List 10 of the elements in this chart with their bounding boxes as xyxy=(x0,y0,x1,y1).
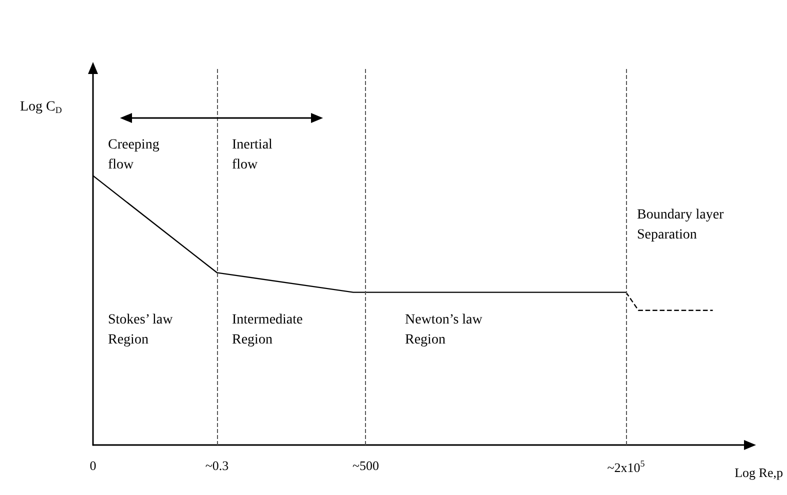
x-axis-title: Log Re,p xyxy=(734,465,784,480)
text: Inertial flow xyxy=(232,138,273,172)
x-tick-label: ~500 xyxy=(352,458,379,473)
annotation: Newton’s law Region xyxy=(405,312,484,348)
annotation: Stokes’ law Region xyxy=(108,312,174,348)
annotation: Boundary layer Separation xyxy=(637,208,724,242)
text: Creeping flow xyxy=(108,138,160,172)
x-tick-label: ~0.3 xyxy=(205,458,229,473)
x-tick-label: 0 xyxy=(90,458,96,473)
annotation: Intermediate Region xyxy=(232,312,303,348)
